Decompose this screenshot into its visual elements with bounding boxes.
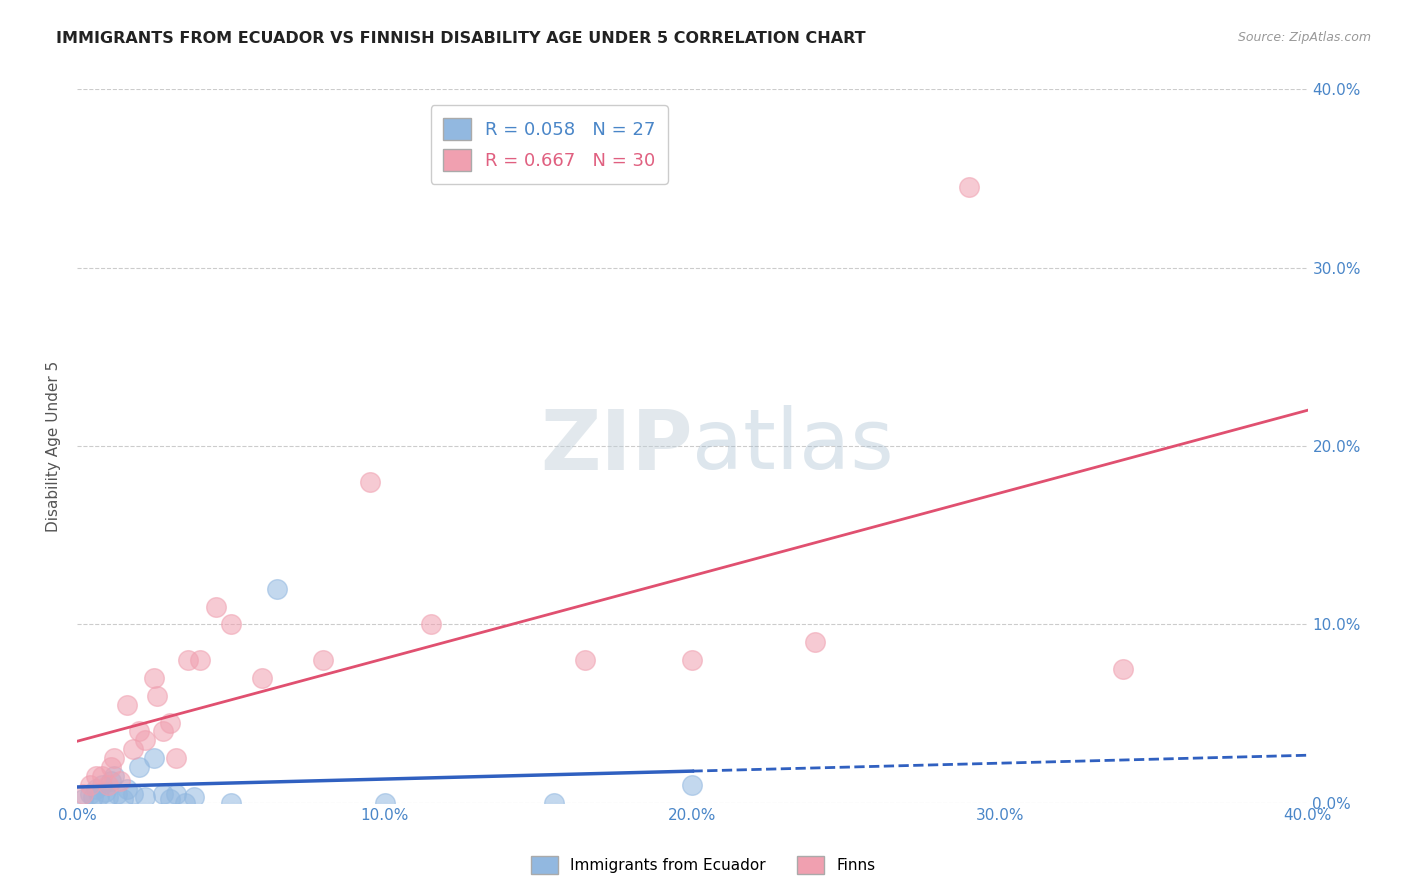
Text: atlas: atlas [693,406,894,486]
Point [250,671,273,685]
Point [219,617,242,632]
Point [72,787,94,801]
Legend: R = 0.058   N = 27, R = 0.667   N = 30: R = 0.058 N = 27, R = 0.667 N = 30 [430,105,668,184]
Point [128,760,150,774]
Point [103,751,125,765]
Point [957,180,980,194]
Point [72,792,94,806]
Point [82,790,104,805]
Point [543,796,565,810]
Text: ZIP: ZIP [540,406,693,486]
Point [682,778,704,792]
Text: IMMIGRANTS FROM ECUADOR VS FINNISH DISABILITY AGE UNDER 5 CORRELATION CHART: IMMIGRANTS FROM ECUADOR VS FINNISH DISAB… [56,31,866,46]
Point [146,689,169,703]
Point [121,787,143,801]
Point [152,724,174,739]
Y-axis label: Disability Age Under 5: Disability Age Under 5 [46,360,62,532]
Point [143,751,166,765]
Point [115,698,138,712]
Legend: Immigrants from Ecuador, Finns: Immigrants from Ecuador, Finns [524,850,882,880]
Point [188,653,212,667]
Point [1112,662,1135,676]
Point [159,715,181,730]
Point [312,653,335,667]
Point [94,785,117,799]
Point [152,787,174,801]
Point [359,475,381,489]
Point [165,787,187,801]
Point [112,792,135,806]
Point [682,653,704,667]
Point [79,778,101,792]
Point [165,751,187,765]
Point [97,778,120,792]
Point [103,769,125,783]
Point [97,790,120,805]
Point [100,760,122,774]
Point [110,774,132,789]
Point [266,582,288,596]
Point [374,796,396,810]
Point [128,724,150,739]
Point [115,781,138,796]
Point [159,792,181,806]
Point [121,742,143,756]
Point [79,787,101,801]
Point [804,635,827,649]
Point [134,790,156,805]
Point [90,769,114,783]
Text: Source: ZipAtlas.com: Source: ZipAtlas.com [1237,31,1371,45]
Point [143,671,166,685]
Point [204,599,226,614]
Point [174,796,197,810]
Point [105,787,128,801]
Point [219,796,242,810]
Point [100,774,122,789]
Point [134,733,156,747]
Point [84,781,107,796]
Point [177,653,200,667]
Point [84,769,107,783]
Point [183,790,205,805]
Point [87,789,110,803]
Point [420,617,443,632]
Point [574,653,596,667]
Point [90,778,114,792]
